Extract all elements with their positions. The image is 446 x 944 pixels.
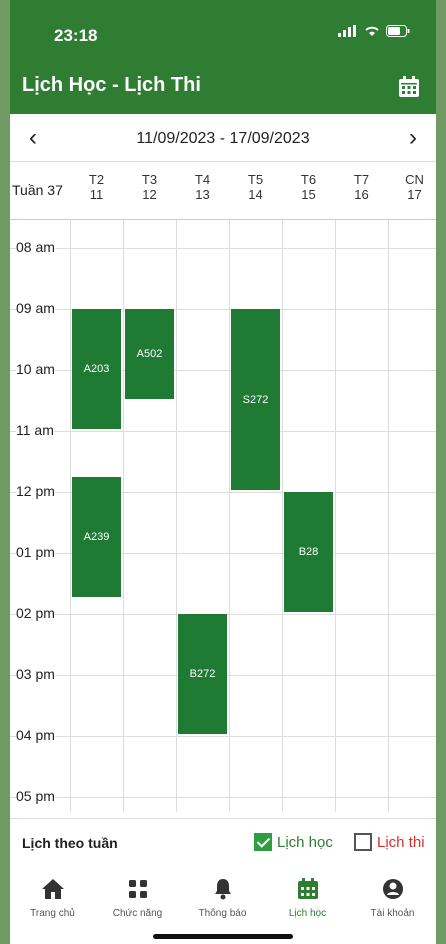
- time-label: 02 pm: [16, 604, 55, 622]
- class-event[interactable]: A502: [125, 309, 174, 399]
- grid-column-line: [176, 220, 177, 812]
- study-schedule-label: Lịch học: [277, 833, 333, 851]
- grid-hour-line: [10, 309, 436, 310]
- day-name: T5: [247, 172, 264, 187]
- wifi-icon: [365, 26, 379, 36]
- app-bar: Lịch Học - Lịch Thi: [10, 60, 436, 114]
- day-date: 14: [248, 187, 263, 202]
- next-week-button[interactable]: ›: [409, 124, 417, 151]
- time-label: 09 am: [16, 299, 55, 317]
- time-label: 10 am: [16, 360, 55, 378]
- day-header: Tuần 37 T2 11 T3 12 T4 13 T5 14 T6 15 T7 16 CN 17: [10, 162, 436, 220]
- day-name: T4: [194, 172, 211, 187]
- signal-icon: [338, 25, 356, 37]
- class-event[interactable]: S272: [231, 309, 280, 490]
- nav-schedule-label: Lịch học: [288, 908, 327, 919]
- grid-hour-line: [10, 797, 436, 798]
- grid-column-line: [70, 220, 71, 812]
- home-icon: [41, 879, 64, 899]
- bell-icon: [214, 879, 231, 900]
- day-column-header: T4 13: [176, 172, 229, 202]
- bottom-navigation: Trang chủ Chức năng Thông báo Lịch học T…: [10, 866, 436, 944]
- nav-account-label: Tài khoản: [370, 908, 415, 919]
- nav-home[interactable]: Trang chủ: [10, 876, 95, 919]
- page-title: Lịch Học - Lịch Thi: [22, 74, 201, 96]
- nav-notifications[interactable]: Thông báo: [180, 876, 265, 919]
- day-name: T7: [353, 172, 370, 187]
- nav-schedule[interactable]: Lịch học: [265, 876, 350, 919]
- grid-column-line: [388, 220, 389, 812]
- calendar-icon: [297, 878, 318, 899]
- day-date: 11: [89, 187, 104, 202]
- grid-hour-line: [10, 248, 436, 249]
- account-icon: [382, 879, 403, 899]
- time-label: 01 pm: [16, 543, 55, 561]
- grid-hour-line: [10, 370, 436, 371]
- grid-icon: [128, 880, 147, 898]
- battery-icon: [386, 25, 410, 37]
- grid-column-line: [282, 220, 283, 812]
- day-date: 13: [195, 187, 210, 202]
- time-label: 04 pm: [16, 726, 55, 744]
- nav-account[interactable]: Tài khoản: [350, 876, 435, 919]
- day-date: 17: [407, 187, 422, 202]
- day-date: 12: [142, 187, 157, 202]
- day-column-header: T3 12: [123, 172, 176, 202]
- week-number: Tuần 37: [12, 182, 63, 198]
- status-time: 23:18: [54, 26, 98, 45]
- weekly-schedule-label: Lịch theo tuần: [22, 835, 118, 851]
- nav-functions[interactable]: Chức năng: [95, 876, 180, 919]
- day-column-header: T7 16: [335, 172, 388, 202]
- nav-home-label: Trang chủ: [30, 908, 75, 919]
- checkbox-unchecked-icon: [354, 833, 372, 851]
- status-icons: [338, 25, 410, 37]
- day-column-header: T6 15: [282, 172, 335, 202]
- day-date: 16: [354, 187, 369, 202]
- day-name: T2: [88, 172, 105, 187]
- phone-screen: 23:18 Lịch Học - Lịch Thi ‹ 11/09/2023 -…: [10, 0, 436, 944]
- grid-hour-line: [10, 431, 436, 432]
- grid-column-line: [335, 220, 336, 812]
- grid-hour-line: [10, 492, 436, 493]
- week-navigator: ‹ 11/09/2023 - 17/09/2023 ›: [10, 116, 436, 162]
- week-range: 11/09/2023 - 17/09/2023: [136, 130, 310, 147]
- grid-hour-line: [10, 736, 436, 737]
- schedule-grid: 08 am 09 am 10 am 11 am 12 pm 01 pm 02 pm 03 pm…: [10, 220, 436, 812]
- study-schedule-checkbox[interactable]: Lịch học: [254, 833, 333, 851]
- day-column-header: T2 11: [70, 172, 123, 202]
- day-date: 15: [301, 187, 316, 202]
- time-label: 03 pm: [16, 665, 55, 683]
- exam-schedule-checkbox[interactable]: Lịch thi: [354, 833, 425, 851]
- time-label: 12 pm: [16, 482, 55, 500]
- grid-hour-line: [10, 553, 436, 554]
- nav-notifications-label: Thông báo: [198, 908, 247, 919]
- day-column-header: T5 14: [229, 172, 282, 202]
- time-label: 05 pm: [16, 787, 55, 805]
- grid-column-line: [123, 220, 124, 812]
- grid-column-line: [229, 220, 230, 812]
- class-event[interactable]: B28: [284, 492, 333, 612]
- filter-bar: Lịch theo tuần Lịch học Lịch thi: [10, 818, 436, 866]
- time-label: 08 am: [16, 238, 55, 256]
- calendar-picker-icon[interactable]: [396, 74, 422, 100]
- day-name: CN: [405, 172, 424, 187]
- day-column-header: CN 17: [388, 172, 436, 202]
- nav-functions-label: Chức năng: [112, 908, 163, 919]
- class-event[interactable]: A239: [72, 476, 121, 597]
- time-label: 11 am: [16, 421, 54, 439]
- status-bar: 23:18: [10, 0, 436, 60]
- prev-week-button[interactable]: ‹: [29, 124, 37, 151]
- class-event[interactable]: B272: [178, 614, 227, 734]
- home-indicator: [153, 934, 293, 939]
- exam-schedule-label: Lịch thi: [377, 833, 425, 851]
- class-event[interactable]: A203: [72, 309, 121, 429]
- checkbox-checked-icon: [254, 833, 272, 851]
- day-name: T6: [300, 172, 317, 187]
- day-name: T3: [141, 172, 158, 187]
